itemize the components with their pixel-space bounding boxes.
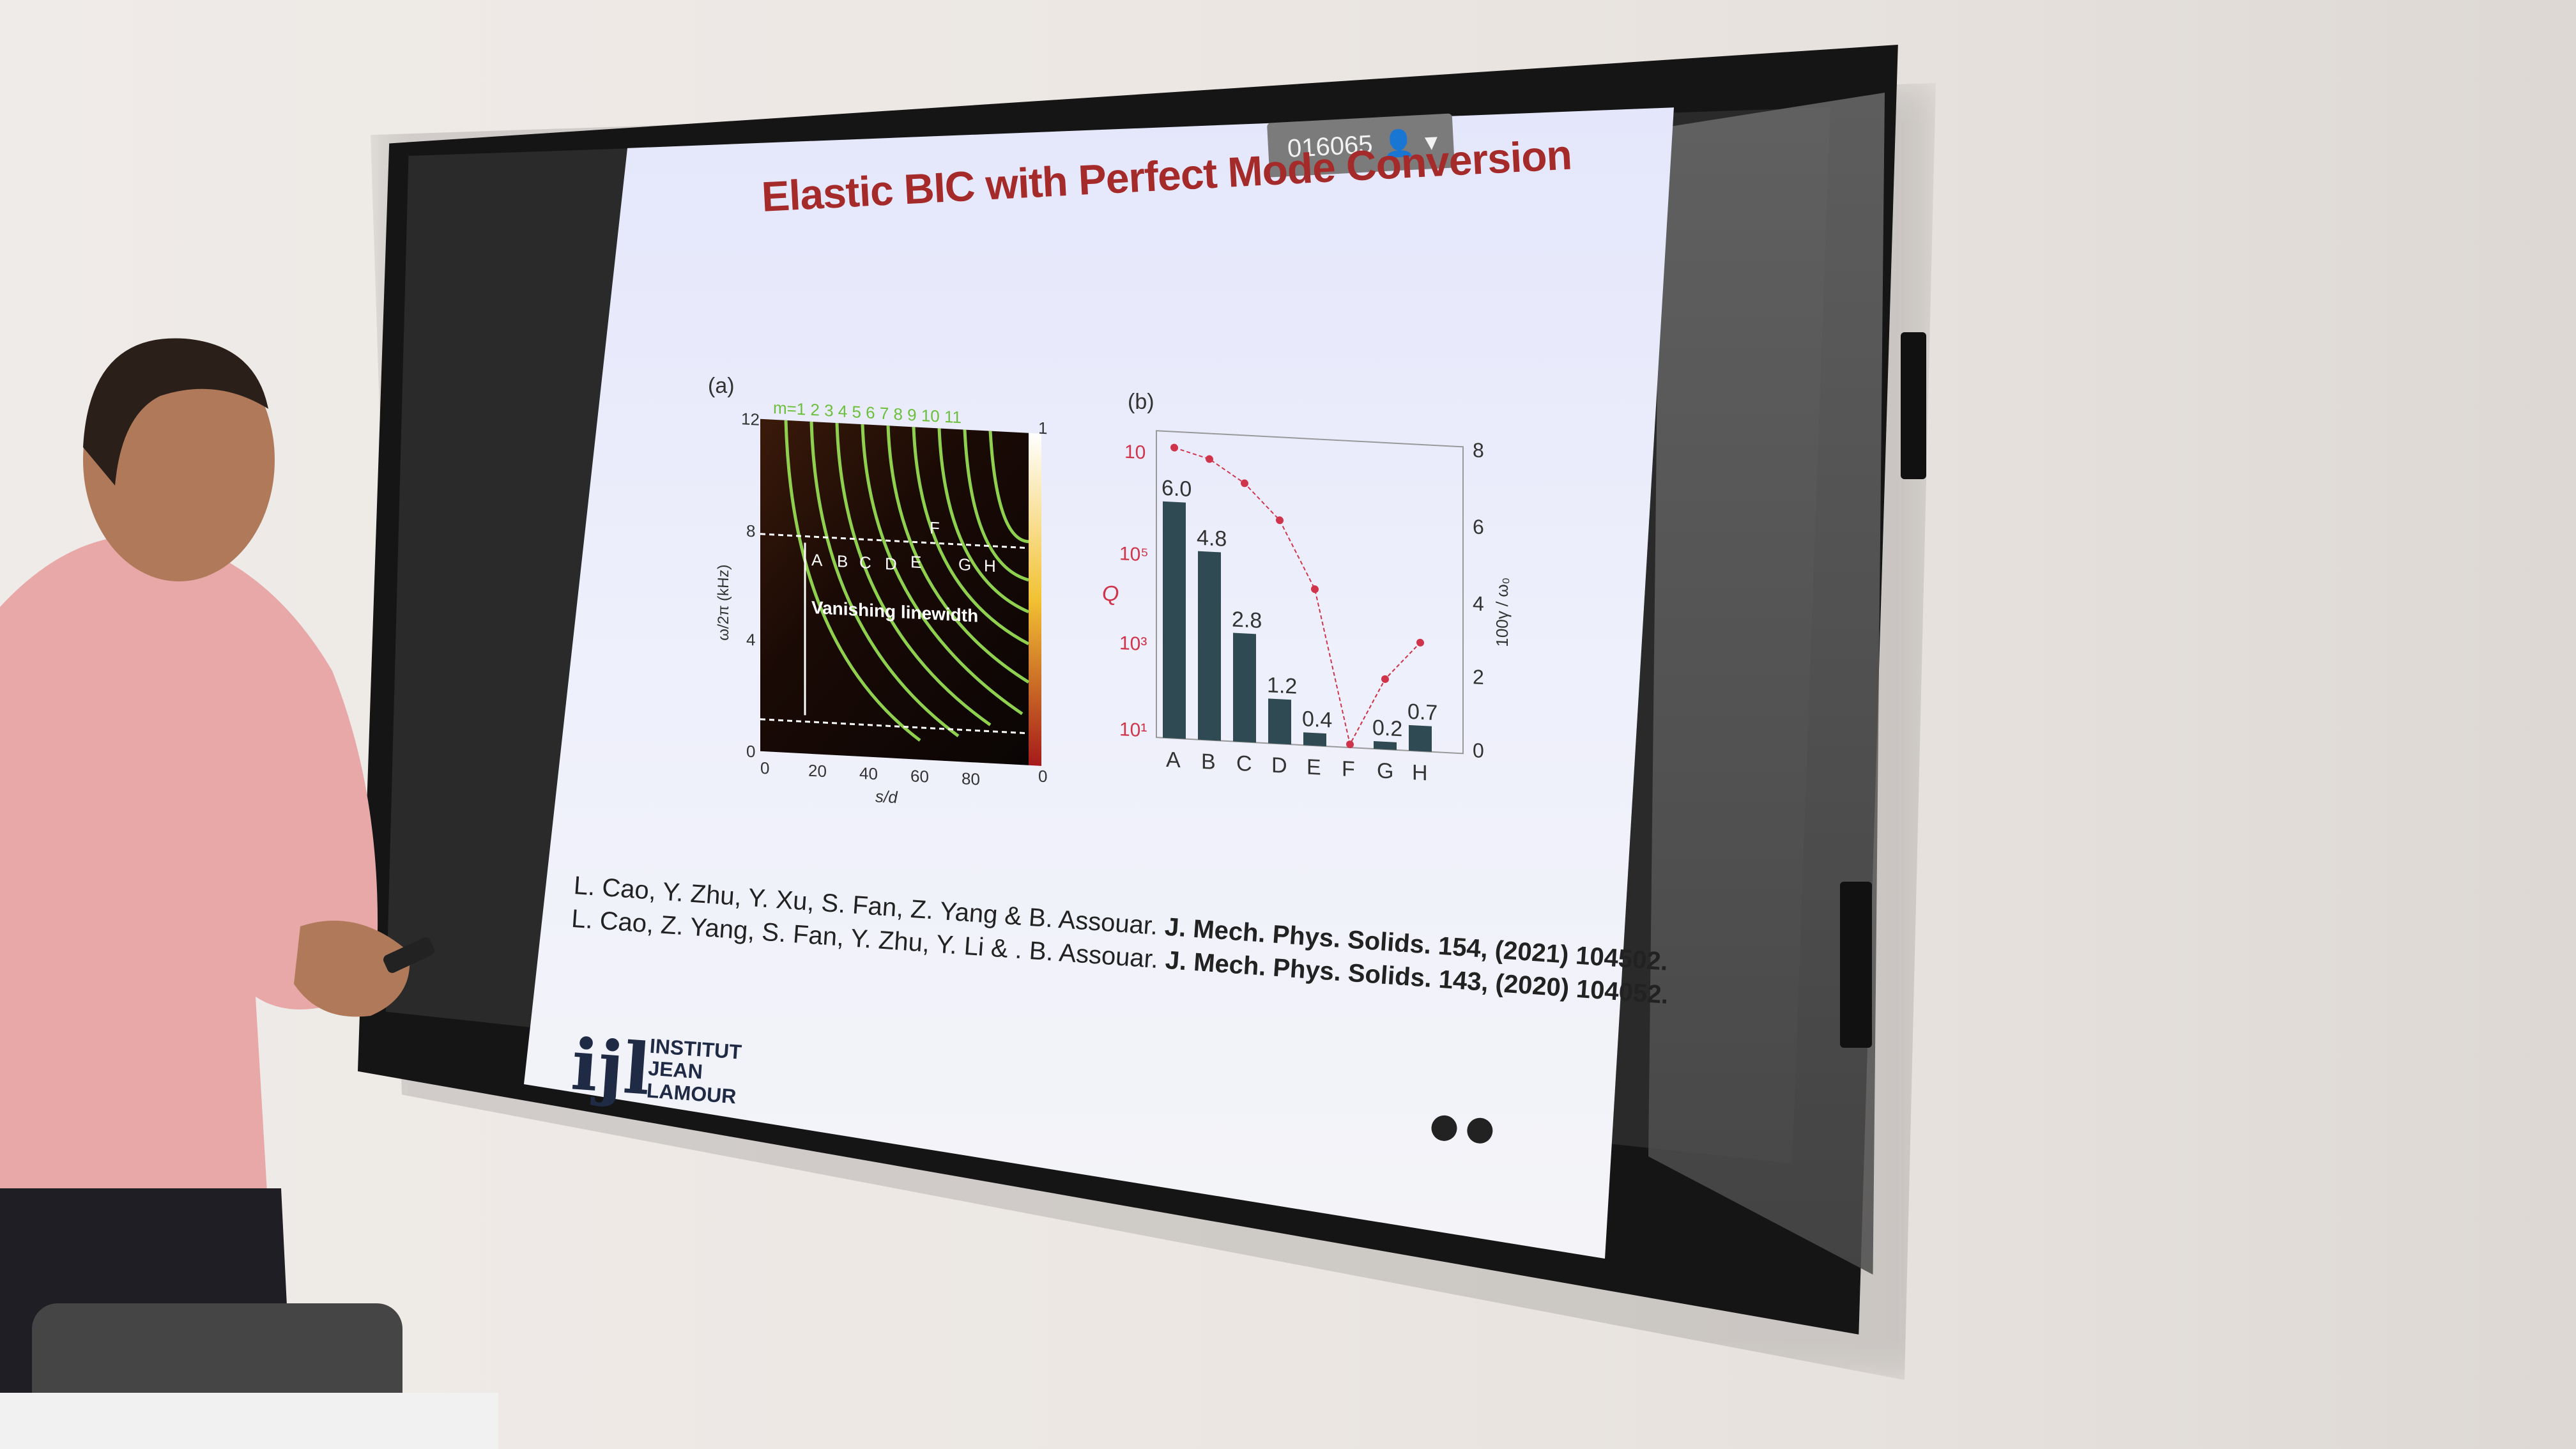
x-category-b: B — [1201, 749, 1216, 774]
panel-b-figure: 6.0 4.8 2.8 1.2 0.4 0.2 0.7 A B C D E F … — [1102, 430, 1512, 785]
x-tick-20: 20 — [808, 761, 827, 781]
bar-label-e: 0.4 — [1302, 707, 1332, 732]
panel-b-label: (b) — [1128, 390, 1154, 414]
colorbar-tick-1: 1 — [1038, 418, 1047, 438]
q-tick-10-1: 10¹ — [1119, 719, 1147, 741]
screen-side-panel — [1648, 93, 1885, 1275]
bar-label-g: 0.2 — [1372, 716, 1402, 741]
mode-curves — [784, 420, 1030, 742]
presenter-hand — [294, 921, 410, 1017]
x-category-g: G — [1377, 758, 1393, 783]
right-tick-8: 8 — [1473, 438, 1484, 462]
wall-bracket-bottom — [1840, 882, 1872, 1048]
point-label-e: E — [910, 552, 921, 572]
x-tick-40: 40 — [859, 763, 878, 783]
presenter — [0, 338, 434, 1449]
universite-lorraine-logo-icon — [1466, 1117, 1494, 1145]
point-label-c: C — [859, 553, 871, 572]
panel-a-figure: m=1 2 3 4 5 6 7 8 9 10 11 Vanishing line… — [715, 398, 1047, 807]
point-label-g: G — [958, 555, 971, 574]
bar-h — [1409, 724, 1432, 752]
heatmap-area — [760, 418, 1029, 765]
q-bars — [1163, 501, 1432, 752]
y-tick-12: 12 — [741, 409, 760, 429]
presenter-shirt — [0, 535, 378, 1215]
presentation-slide — [524, 107, 1674, 1259]
table-edge — [0, 1393, 498, 1449]
bar-label-c: 2.8 — [1232, 607, 1262, 632]
point-label-f: F — [930, 518, 940, 538]
linewidth-curve — [1174, 447, 1421, 746]
right-tick-4: 4 — [1473, 592, 1484, 615]
right-axis-label: 100γ / ω₀ — [1492, 577, 1512, 648]
logo-text: INSTITUT JEAN LAMOUR — [645, 1034, 791, 1112]
q-tick-10: 10 — [1124, 441, 1146, 464]
x-category-c: C — [1236, 751, 1252, 776]
q-axis-label: Q — [1102, 581, 1119, 606]
bar-label-b: 4.8 — [1197, 526, 1227, 551]
x-category-f: F — [1342, 756, 1355, 781]
x-category-d: D — [1271, 753, 1287, 778]
bar-g — [1374, 741, 1397, 750]
x-tick-0: 0 — [760, 758, 769, 778]
bar-c — [1233, 632, 1256, 743]
bar-b — [1198, 551, 1221, 741]
colorbar-tick-0: 0 — [1038, 767, 1047, 786]
colorbar — [1029, 433, 1041, 766]
bar-label-a: 6.0 — [1162, 476, 1192, 502]
y-axis-label: ω/2π (kHz) — [715, 564, 732, 641]
point-label-b: B — [837, 551, 848, 571]
point-label-a: A — [811, 550, 823, 570]
x-category-h: H — [1412, 760, 1428, 785]
panel-a-label: (a) — [708, 374, 735, 398]
bar-d — [1268, 698, 1291, 745]
presenter-hair — [83, 338, 268, 486]
q-tick-10-5: 10⁵ — [1119, 543, 1149, 565]
point-label-h: H — [984, 556, 996, 576]
institut-jean-lamour-logo: ijl INSTITUT JEAN LAMOUR — [556, 1016, 792, 1128]
remote-clicker — [383, 937, 434, 973]
q-tick-10-3: 10³ — [1119, 632, 1147, 655]
y-tick-4: 4 — [746, 630, 755, 650]
bar-a — [1163, 501, 1186, 739]
x-tick-60: 60 — [910, 766, 929, 786]
x-axis-label: s/d — [875, 786, 898, 807]
right-tick-6: 6 — [1473, 515, 1484, 539]
logo-mark: ijl — [569, 1023, 654, 1111]
y-tick-8: 8 — [746, 521, 755, 541]
x-tick-80: 80 — [962, 769, 980, 788]
x-category-e: E — [1307, 755, 1321, 780]
x-category-a: A — [1166, 747, 1181, 772]
wall-bracket-top — [1901, 332, 1926, 479]
y-tick-0: 0 — [746, 742, 755, 762]
point-label-d: D — [885, 554, 897, 574]
bar-e — [1303, 732, 1326, 747]
right-tick-0: 0 — [1473, 739, 1484, 762]
bar-label-d: 1.2 — [1267, 673, 1297, 698]
bar-label-h: 0.7 — [1407, 700, 1438, 725]
cnrs-logo-icon — [1430, 1114, 1458, 1142]
right-tick-2: 2 — [1473, 665, 1484, 689]
logo-line-2: JEAN LAMOUR — [645, 1056, 737, 1108]
